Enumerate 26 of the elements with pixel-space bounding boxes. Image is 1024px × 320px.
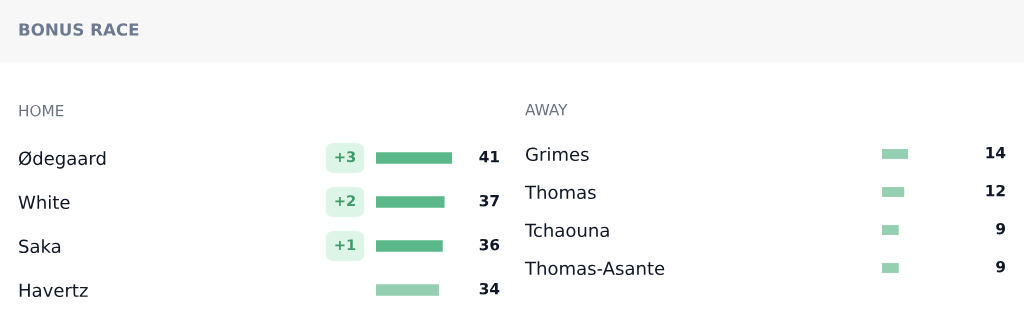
y-tick-label: Ødegaard — [18, 151, 106, 169]
text: +1 — [335, 239, 356, 251]
y-tick-label: Thomas-Asante — [524, 261, 665, 276]
data-label: 36 — [479, 238, 500, 251]
data-label: 9 — [996, 222, 1006, 235]
y-tick-label: Thomas — [524, 185, 596, 200]
y-tick-label: Saka — [19, 239, 61, 254]
y-tick-label: Grimes — [526, 147, 589, 162]
data-label: 12 — [986, 184, 1005, 197]
data-label: 37 — [479, 194, 499, 207]
data-label: 14 — [986, 147, 1006, 159]
bar — [376, 284, 440, 296]
bar — [376, 152, 452, 164]
bar — [376, 196, 445, 208]
data-label: 9 — [996, 260, 1006, 273]
text: BONUS RACE — [19, 23, 139, 36]
data-label: 34 — [479, 282, 500, 295]
text: +2 — [335, 195, 355, 207]
text: HOME — [19, 104, 64, 117]
bar — [376, 240, 443, 252]
data-label: 41 — [479, 151, 499, 163]
y-tick-label: Havertz — [19, 283, 88, 298]
text: AWAY — [525, 104, 568, 116]
text: +3 — [335, 151, 356, 163]
y-tick-label: White — [18, 195, 70, 210]
y-tick-label: Tchaouna — [524, 223, 609, 238]
